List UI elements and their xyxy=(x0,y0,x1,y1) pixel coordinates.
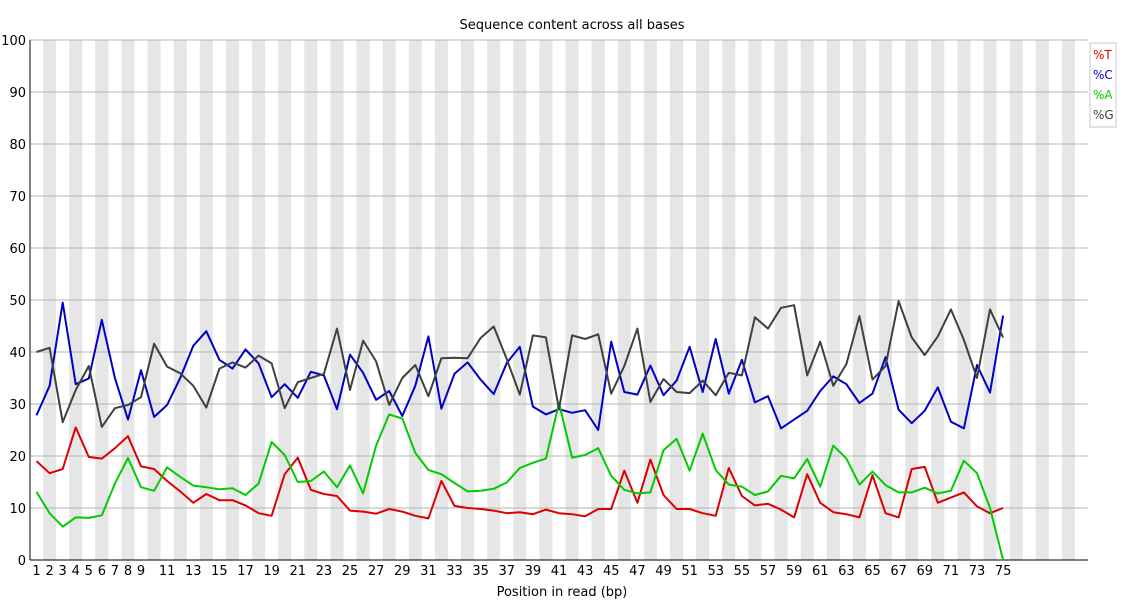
series-lines xyxy=(35,300,1005,561)
y-tick-label: 50 xyxy=(9,294,26,309)
axes: 1 2 3 4 5 6 7 8 9 11 13 15 17 19 21 23 25 27 29 31 33 35 37 39 4… xyxy=(29,40,1088,579)
series-line-g xyxy=(36,300,1005,428)
legend-box xyxy=(1089,42,1117,128)
y-tick-label: 80 xyxy=(9,138,26,153)
x-tick-label: 69 xyxy=(916,564,933,579)
chart-title: Sequence content across all bases xyxy=(459,18,684,33)
x-tick-label: 17 xyxy=(237,564,254,579)
x-tick-label: 37 xyxy=(498,564,515,579)
y-tick-label: 10 xyxy=(9,502,26,517)
y-tick-label: 20 xyxy=(9,450,26,465)
x-tick-label: 8 xyxy=(124,564,132,579)
x-tick-label: 9 xyxy=(137,564,145,579)
legend-entry-c: %C xyxy=(1093,68,1113,82)
gridlines: 0 10 20 30 40 50 60 70 80 90 100 xyxy=(1,34,1088,569)
y-tick-label: 40 xyxy=(9,346,26,361)
series-line-t xyxy=(35,426,1004,520)
legend-entry-a: %A xyxy=(1093,88,1113,102)
x-tick-label: 7 xyxy=(111,564,119,579)
x-tick-label: 71 xyxy=(943,564,960,579)
x-tick-label: 15 xyxy=(211,564,228,579)
y-tick-label: 90 xyxy=(9,86,26,101)
x-tick-label: 73 xyxy=(969,564,986,579)
legend-entry-g: %G xyxy=(1093,108,1114,122)
x-tick-label: 21 xyxy=(289,564,306,579)
x-tick-label: 3 xyxy=(59,564,67,579)
x-tick-label: 49 xyxy=(655,564,672,579)
x-tick-label: 35 xyxy=(472,564,489,579)
series-line-c xyxy=(35,301,1005,431)
x-tick-label: 1 xyxy=(32,564,40,579)
y-tick-label: 0 xyxy=(18,554,26,569)
x-tick-label: 5 xyxy=(85,564,93,579)
x-tick-label: 33 xyxy=(446,564,463,579)
x-tick-label: 29 xyxy=(394,564,411,579)
x-tick-label: 27 xyxy=(368,564,385,579)
legend: %T %C %A %G xyxy=(1089,42,1117,128)
y-tick-label: 60 xyxy=(9,242,26,257)
x-tick-label: 31 xyxy=(420,564,437,579)
x-tick-label: 75 xyxy=(995,564,1012,579)
x-tick-label: 41 xyxy=(551,564,568,579)
x-axis-label: Position in read (bp) xyxy=(497,585,628,600)
x-tick-label: 19 xyxy=(263,564,280,579)
series-line-a xyxy=(35,402,1005,561)
x-tick-label: 13 xyxy=(185,564,202,579)
x-tick-label: 61 xyxy=(812,564,829,579)
x-tick-label: 2 xyxy=(45,564,53,579)
x-tick-label: 63 xyxy=(838,564,855,579)
x-tick-label: 45 xyxy=(603,564,620,579)
y-tick-label: 30 xyxy=(9,398,26,413)
x-tick-label: 39 xyxy=(525,564,542,579)
legend-entry-t: %T xyxy=(1093,48,1112,62)
x-tick-label: 6 xyxy=(98,564,106,579)
x-tick-label: 11 xyxy=(159,564,176,579)
y-tick-label: 70 xyxy=(9,190,26,205)
x-tick-label: 55 xyxy=(734,564,751,579)
x-tick-label: 57 xyxy=(760,564,777,579)
x-tick-label: 4 xyxy=(72,564,80,579)
x-tick-label: 47 xyxy=(629,564,646,579)
x-tick-label: 59 xyxy=(786,564,803,579)
y-tick-label: 100 xyxy=(1,34,26,49)
x-tick-label: 65 xyxy=(864,564,881,579)
x-tick-label: 43 xyxy=(577,564,594,579)
x-tick-label: 67 xyxy=(890,564,907,579)
x-tick-label: 53 xyxy=(707,564,724,579)
x-tick-label: 25 xyxy=(342,564,359,579)
x-tick-label: 51 xyxy=(681,564,698,579)
x-tick-label: 23 xyxy=(316,564,333,579)
